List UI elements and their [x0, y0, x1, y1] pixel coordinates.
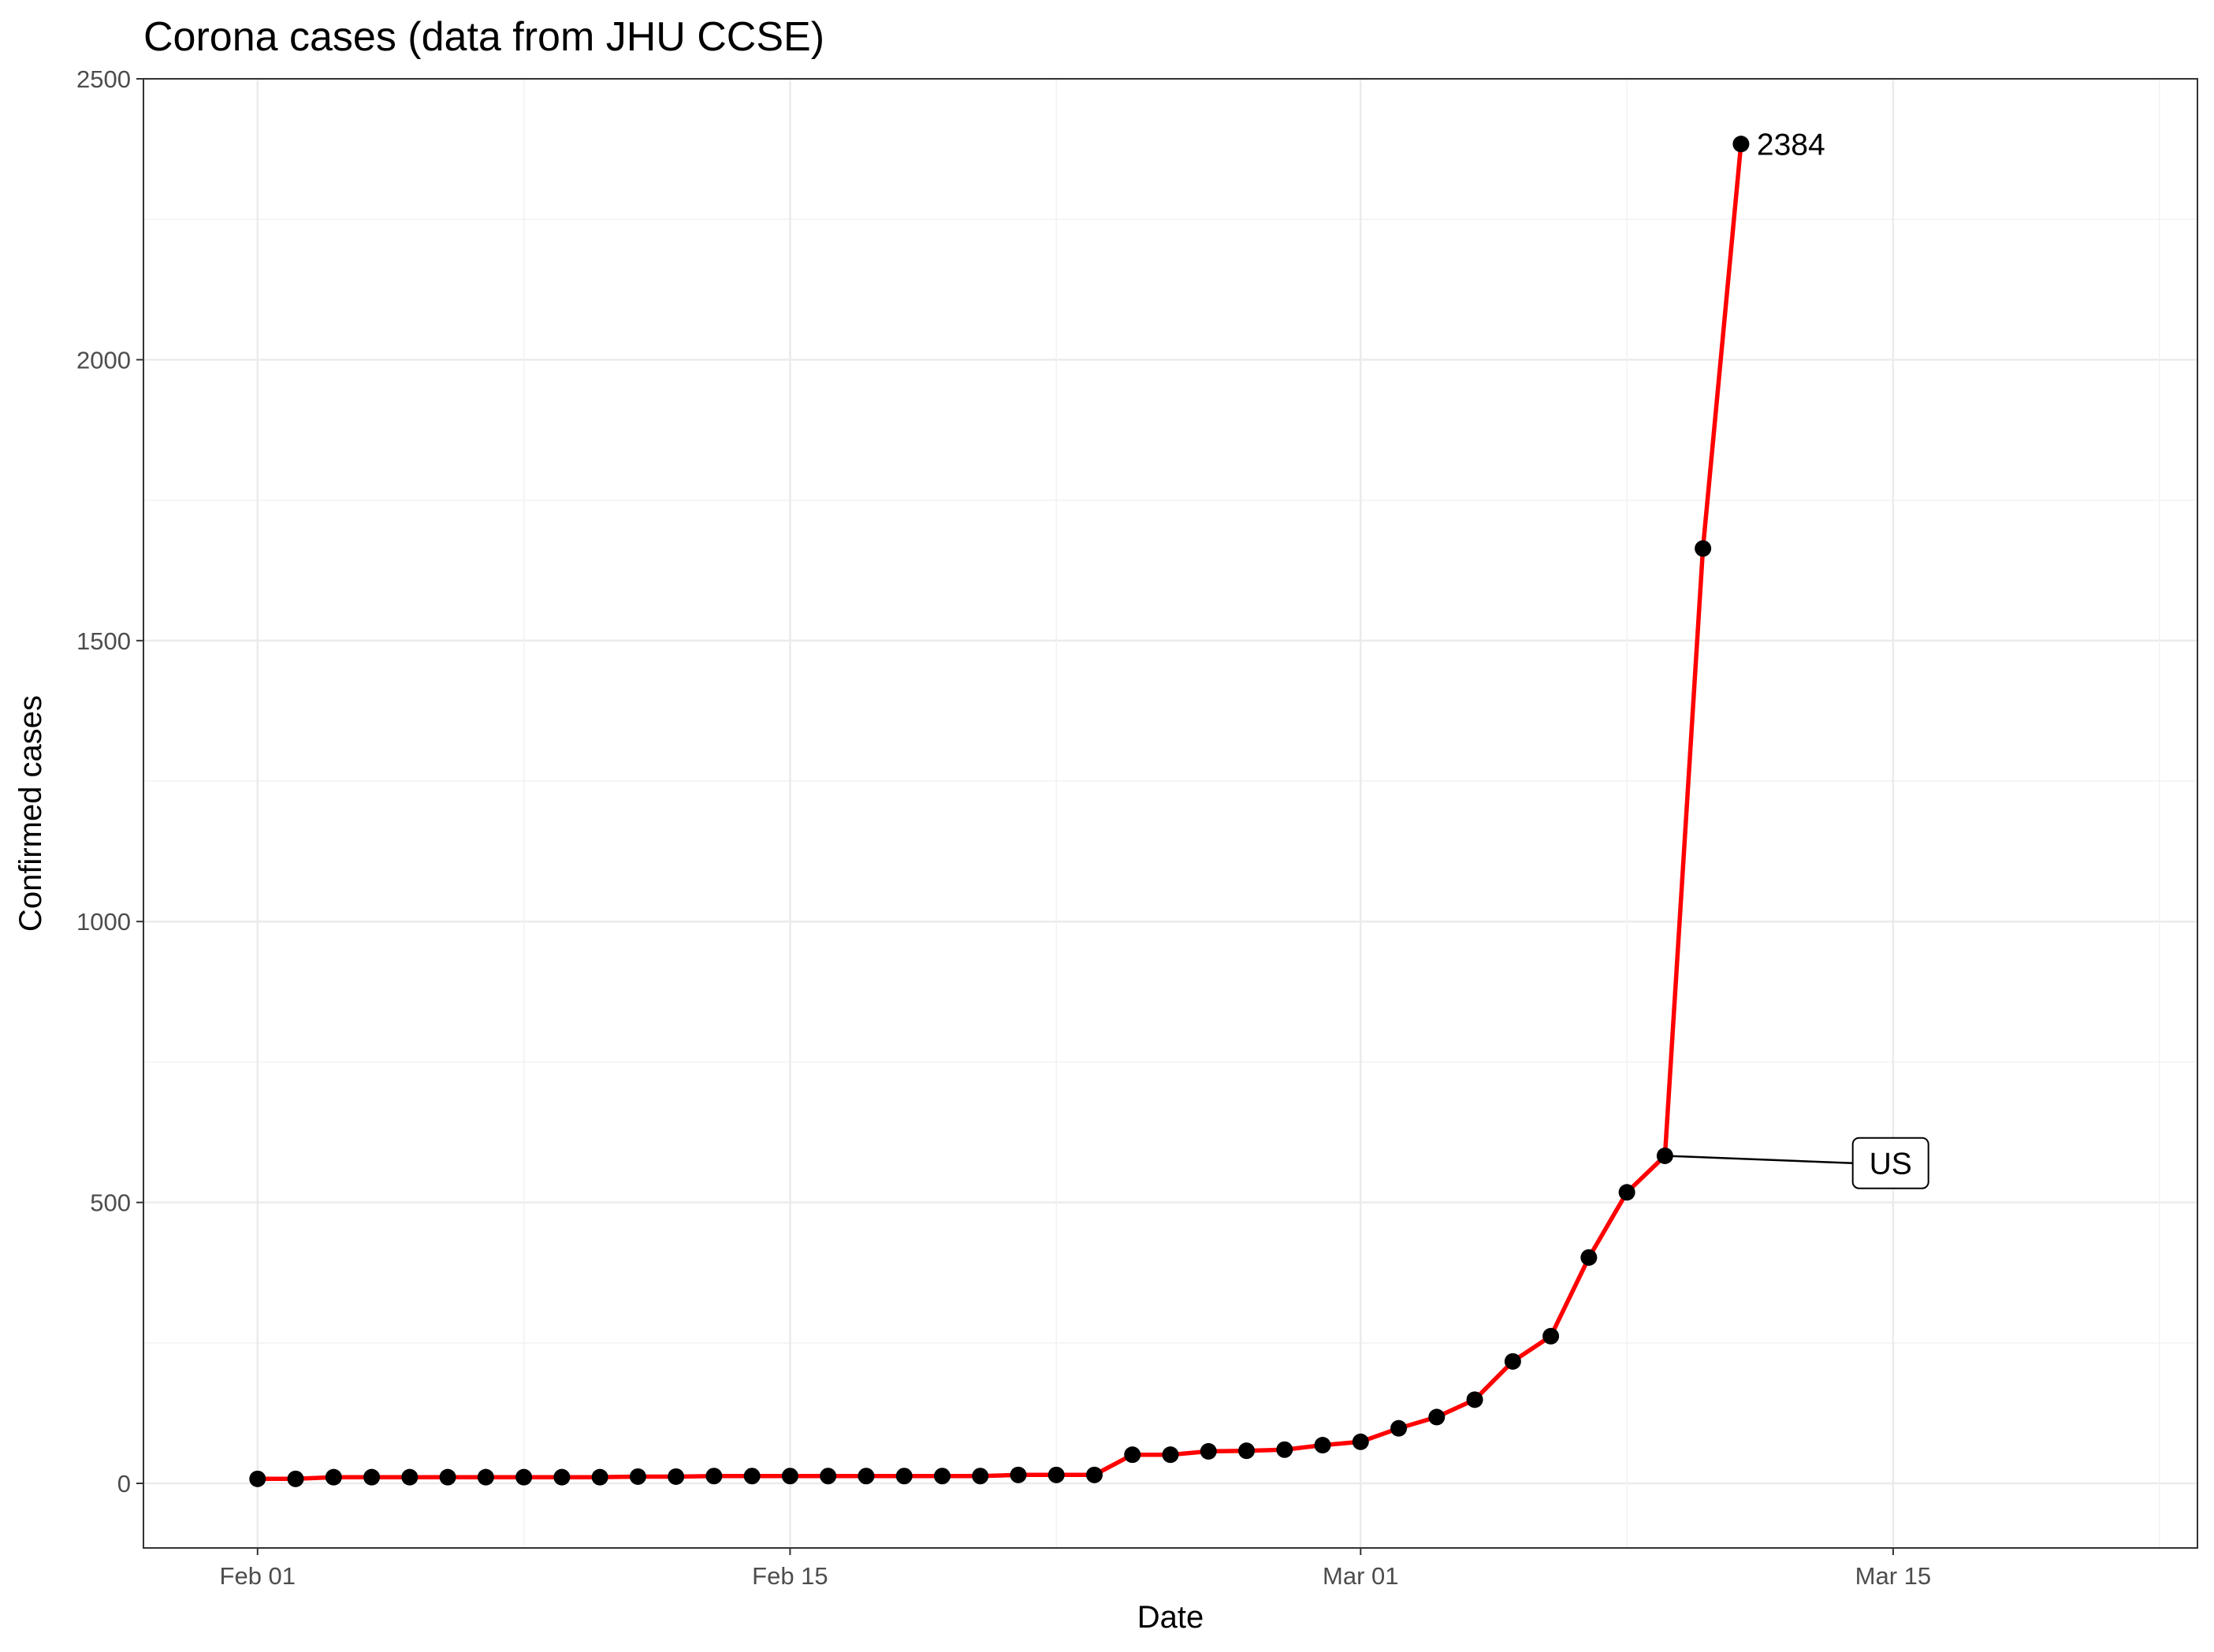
data-point — [820, 1468, 837, 1485]
data-point — [363, 1468, 381, 1486]
data-point — [1618, 1184, 1635, 1201]
chart-title: Corona cases (data from JHU CCSE) — [143, 14, 824, 60]
annotation-layer: 2384 US — [1665, 128, 1929, 1189]
y-tick-label: 500 — [90, 1189, 131, 1217]
data-point — [1162, 1446, 1179, 1464]
data-point — [1466, 1391, 1483, 1408]
data-point — [1124, 1446, 1141, 1464]
data-point — [1390, 1419, 1408, 1437]
data-point — [1085, 1466, 1103, 1483]
data-point — [249, 1470, 266, 1487]
data-point — [1238, 1442, 1256, 1460]
series-label: US — [1870, 1148, 1912, 1181]
data-point — [439, 1468, 456, 1486]
data-point — [1580, 1248, 1598, 1266]
x-tick-label: Feb 01 — [220, 1562, 296, 1590]
data-point — [553, 1468, 571, 1486]
data-point — [1200, 1442, 1217, 1460]
x-tick-label: Mar 01 — [1323, 1562, 1398, 1590]
data-point — [1314, 1437, 1331, 1454]
data-point — [933, 1468, 951, 1485]
x-tick-label: Mar 15 — [1855, 1562, 1931, 1590]
axes: 0 500 1000 1500 2000 2500 Feb 01 Feb 15 Mar 01 Ma… — [76, 65, 1931, 1590]
data-point — [1504, 1352, 1521, 1370]
data-point — [477, 1468, 494, 1486]
series-label-box — [1851, 1137, 1929, 1189]
data-point — [1732, 136, 1750, 153]
data-point — [1010, 1466, 1027, 1483]
series-line-us — [255, 141, 1743, 1482]
data-point — [858, 1468, 875, 1485]
data-point — [1352, 1433, 1369, 1450]
end-value-label: 2384 — [1757, 128, 1825, 162]
data-point — [705, 1468, 723, 1485]
data-point — [668, 1468, 685, 1485]
y-tick-label: 0 — [117, 1470, 131, 1498]
plot-panel — [143, 79, 2197, 1548]
data-point — [401, 1468, 419, 1486]
data-point — [1695, 540, 1712, 557]
data-point — [325, 1468, 342, 1486]
data-point — [287, 1470, 304, 1487]
x-tick-label: Feb 15 — [752, 1562, 828, 1590]
data-point — [629, 1468, 646, 1485]
x-axis-title: Date — [1137, 1600, 1204, 1635]
data-point — [781, 1468, 798, 1485]
data-point — [743, 1468, 761, 1485]
y-tick-label: 1000 — [76, 908, 131, 936]
series-layer — [249, 136, 1750, 1487]
data-point — [1542, 1327, 1560, 1345]
data-point — [1276, 1441, 1293, 1458]
data-point — [591, 1468, 608, 1486]
y-tick-label: 1500 — [76, 627, 131, 655]
y-tick-label: 2000 — [76, 346, 131, 374]
data-point — [972, 1468, 989, 1485]
data-point — [515, 1468, 533, 1486]
data-point — [1047, 1466, 1065, 1483]
plot-border — [143, 78, 2198, 1549]
y-axis-title: Confirmed cases — [13, 695, 48, 932]
data-point — [895, 1468, 913, 1485]
y-tick-label: 2500 — [76, 65, 131, 93]
label-leader-line — [1665, 1155, 1853, 1164]
data-point — [1428, 1408, 1446, 1426]
